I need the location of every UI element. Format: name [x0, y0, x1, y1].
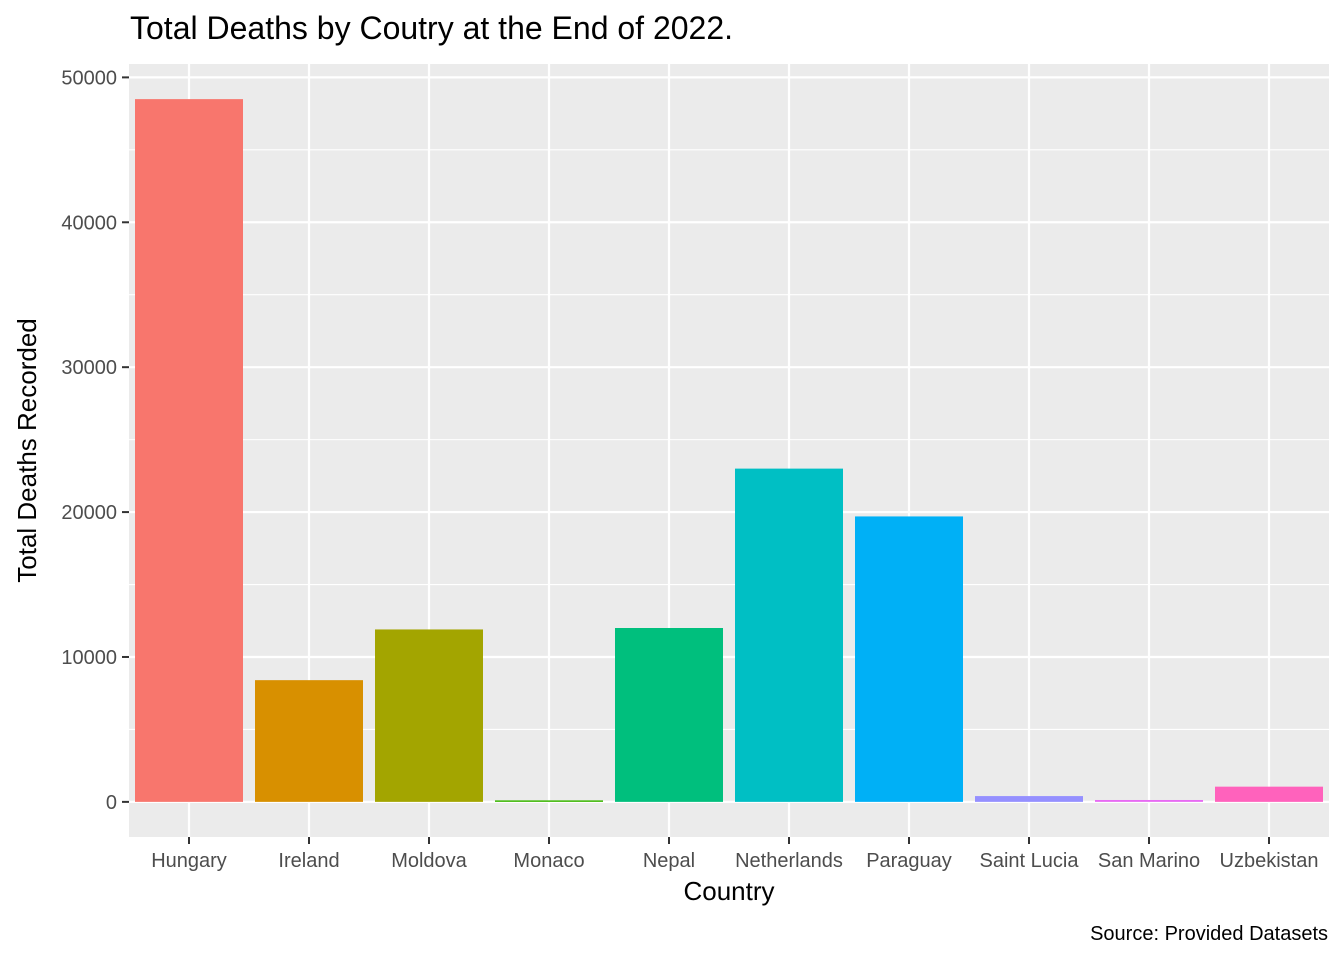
y-tick-label: 20000: [61, 502, 117, 524]
bar-monaco: [495, 800, 603, 802]
x-axis: Hungary Ireland Moldova Monaco Nepal Netherla…: [151, 837, 1318, 872]
bar-netherlands: [735, 468, 843, 802]
y-axis: 0 10000 20000 30000 40000 50000: [61, 67, 129, 814]
x-tick-label: San Marino: [1098, 850, 1200, 872]
bar-moldova: [375, 629, 483, 802]
y-tick-label: 40000: [61, 212, 117, 234]
y-tick-label: 30000: [61, 357, 117, 379]
caption: Source: Provided Datasets: [1090, 923, 1328, 945]
bars: [135, 99, 1323, 802]
x-tick-label: Paraguay: [866, 850, 952, 872]
x-tick-label: Moldova: [391, 850, 467, 872]
y-tick-label: 50000: [61, 67, 117, 89]
chart-title: Total Deaths by Coutry at the End of 202…: [130, 10, 734, 46]
y-axis-title: Total Deaths Recorded: [12, 318, 42, 582]
bar-hungary: [135, 99, 243, 802]
x-tick-label: Monaco: [513, 850, 584, 872]
bar-ireland: [255, 680, 363, 802]
x-tick-label: Saint Lucia: [980, 850, 1080, 872]
x-tick-label: Netherlands: [735, 850, 843, 872]
x-tick-label: Ireland: [278, 850, 339, 872]
x-tick-label: Nepal: [643, 850, 695, 872]
bar-paraguay: [855, 516, 963, 802]
y-tick-label: 10000: [61, 647, 117, 669]
x-tick-label: Hungary: [151, 850, 227, 872]
y-tick-label: 0: [106, 792, 117, 814]
x-axis-title: Country: [683, 876, 774, 906]
bar-san-marino: [1095, 799, 1203, 802]
bar-saint-lucia: [975, 796, 1083, 802]
bar-nepal: [615, 627, 723, 802]
x-tick-label: Uzbekistan: [1220, 850, 1319, 872]
bar-uzbekistan: [1215, 786, 1323, 802]
